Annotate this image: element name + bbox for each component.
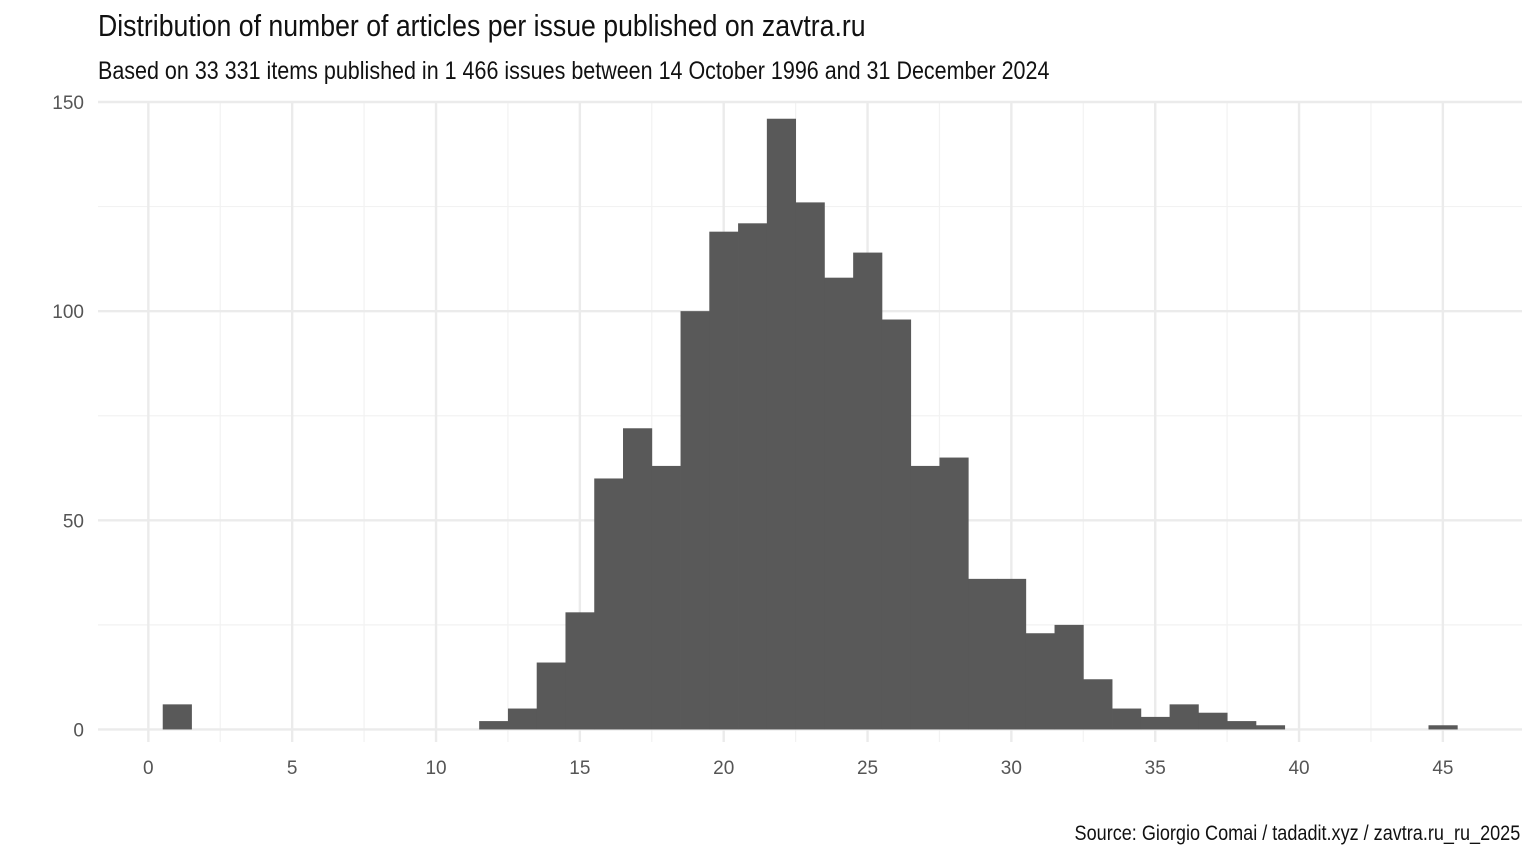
histogram-bar	[910, 465, 940, 730]
x-tick-label: 30	[1001, 758, 1022, 779]
histogram-bar	[1112, 708, 1142, 730]
x-tick-label: 15	[569, 758, 590, 779]
y-axis-tick-labels: 0 50 100 150	[52, 93, 84, 741]
histogram-bar	[1198, 712, 1228, 730]
histogram-bar	[1025, 633, 1055, 730]
histogram-bar	[1140, 716, 1170, 730]
histogram-bar	[1428, 725, 1458, 730]
histogram-bar	[766, 118, 797, 730]
x-tick-label: 10	[425, 758, 446, 779]
histogram-bar	[968, 578, 998, 730]
histogram-bar	[853, 252, 883, 730]
histogram-bar	[651, 465, 681, 730]
histogram-bar	[1054, 624, 1084, 730]
histogram-bar	[1227, 721, 1257, 730]
y-tick-label: 100	[52, 302, 84, 323]
x-tick-label: 45	[1432, 758, 1453, 779]
histogram-bar	[1255, 725, 1286, 730]
histogram-bar	[623, 428, 653, 730]
histogram-bar	[594, 478, 624, 730]
histogram-bar	[565, 612, 595, 730]
x-tick-label: 25	[857, 758, 878, 779]
y-tick-label: 50	[63, 511, 84, 532]
x-tick-label: 5	[287, 758, 298, 779]
chart-subtitle: Based on 33 331 items published in 1 466…	[98, 57, 1050, 85]
histogram-bar	[1169, 704, 1199, 730]
chart-caption: Source: Giorgio Comai / tadadit.xyz / za…	[1074, 822, 1520, 845]
histogram-bar	[824, 277, 854, 730]
histogram-bar	[162, 704, 192, 730]
x-tick-label: 40	[1288, 758, 1309, 779]
histogram-bar	[881, 319, 912, 730]
histogram-bar	[680, 311, 710, 730]
histogram-bar	[1083, 679, 1113, 730]
histogram-bar	[507, 708, 538, 730]
histogram-bar	[939, 457, 969, 730]
x-tick-label: 20	[713, 758, 734, 779]
x-tick-label: 0	[143, 758, 154, 779]
chart-title: Distribution of number of articles per i…	[98, 8, 866, 43]
histogram-bar	[536, 662, 566, 730]
y-tick-label: 0	[73, 720, 84, 741]
x-tick-label: 35	[1145, 758, 1166, 779]
histogram-bar	[996, 578, 1027, 730]
x-axis-tick-labels: 0 5 10 15 20 25 30 35 40 45	[143, 758, 1453, 779]
y-tick-label: 150	[52, 93, 84, 114]
histogram-bar	[738, 223, 768, 730]
histogram-bars	[162, 118, 1458, 730]
histogram-bar	[479, 721, 509, 730]
histogram-bar	[795, 202, 825, 730]
histogram-bar	[709, 231, 739, 730]
